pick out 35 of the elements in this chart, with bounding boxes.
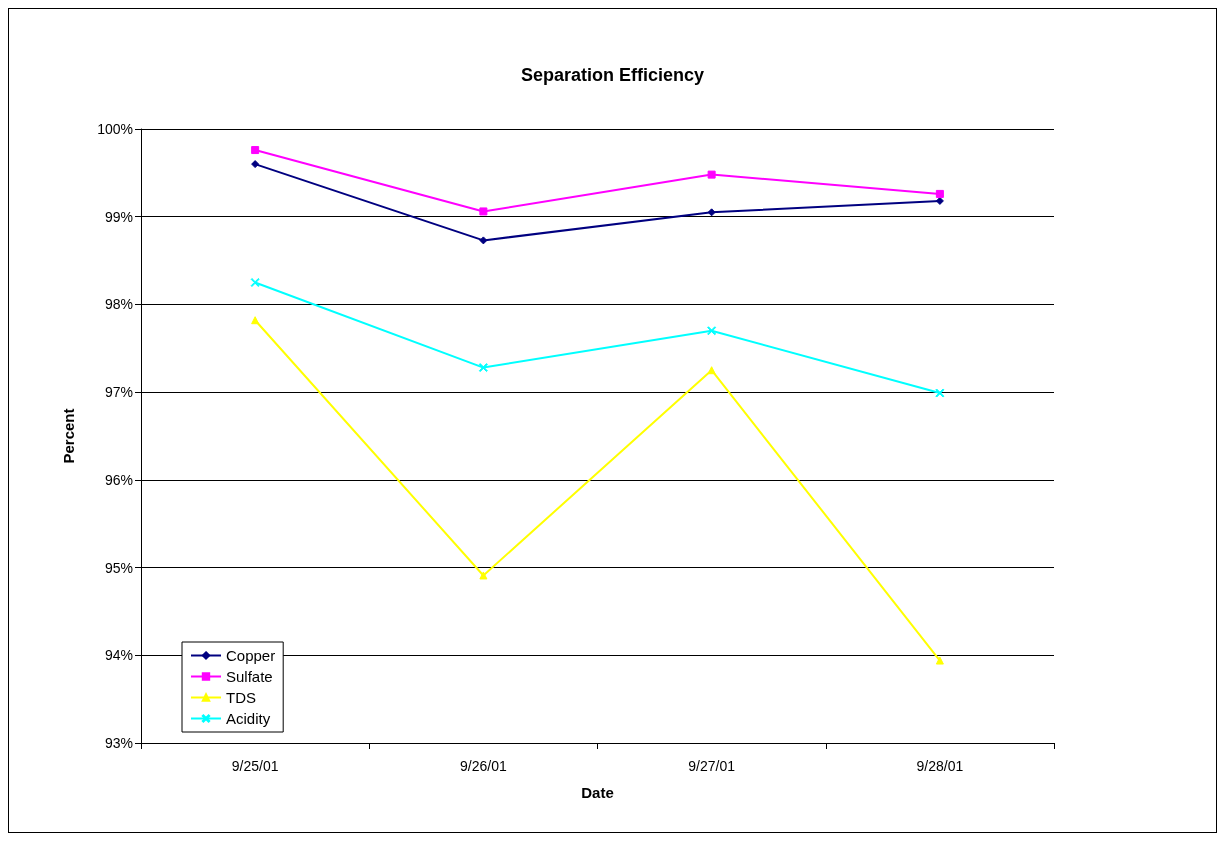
point [707,366,716,375]
point [935,388,945,398]
point [479,236,488,245]
point [251,160,260,169]
chart-title: Separation Efficiency [520,65,705,85]
point [251,146,260,155]
x-axis-title: Date [581,784,614,801]
point [935,196,944,205]
y-tick-label: 100% [97,121,133,137]
point [251,316,260,325]
y-tick-label: 99% [104,208,133,225]
y-tick-label: 95% [104,559,133,576]
legend-label: Sulfate [226,668,273,685]
y-tick-label: 94% [104,647,133,664]
x-tick-label: 9/26/01 [460,758,507,774]
point [935,189,944,198]
point [479,571,488,580]
point [707,208,716,217]
point [250,278,260,287]
point [707,170,716,179]
legend-label: TDS [226,689,256,706]
y-tick-label: 97% [104,384,133,401]
y-tick-label: 93% [104,735,133,751]
point [935,656,944,665]
legend-label: Acidity [226,710,271,727]
point [478,363,488,373]
y-tick-label: 98% [104,296,133,313]
y-tick-label: 96% [104,471,133,488]
x-tick-label: 9/25/01 [231,758,279,774]
y-axis-title: Percent [60,408,77,464]
point [707,326,717,336]
point [479,207,488,216]
x-tick-label: 9/28/01 [916,758,964,774]
x-tick-label: 9/27/01 [688,758,736,774]
legend-label: Copper [226,647,276,664]
